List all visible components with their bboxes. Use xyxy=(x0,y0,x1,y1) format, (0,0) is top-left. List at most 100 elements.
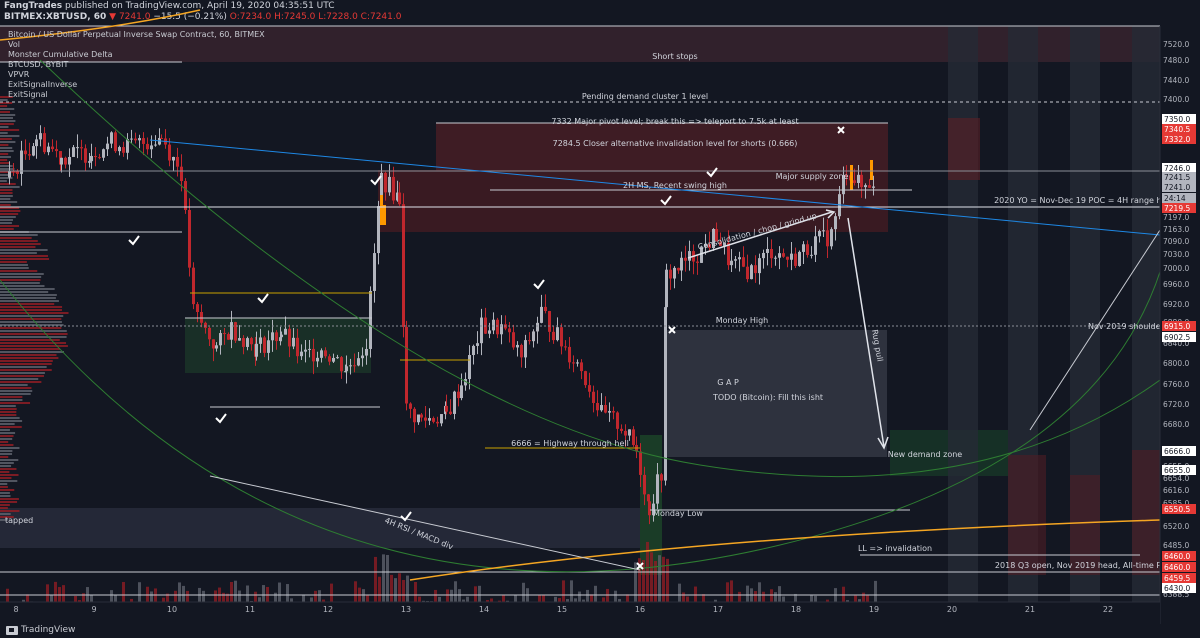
vpvr-bar xyxy=(0,252,37,254)
candle-body xyxy=(361,355,364,359)
candle-body xyxy=(80,147,83,149)
publish-info: published on TradingView.com, April 19, … xyxy=(62,1,335,11)
vpvr-bar xyxy=(0,96,13,98)
candle-body xyxy=(246,338,249,347)
price-tag-label: 7241.5 xyxy=(1164,173,1190,182)
candle-body xyxy=(296,337,299,357)
candle-body xyxy=(600,404,603,411)
candle-body xyxy=(648,501,651,516)
volume-bar xyxy=(390,574,393,620)
author-name[interactable]: FangTrades xyxy=(4,1,63,11)
candle-body xyxy=(340,357,343,372)
vpvr-bar xyxy=(0,426,22,428)
candle-body xyxy=(472,345,475,356)
candle-body xyxy=(35,139,38,147)
candle-body xyxy=(536,322,539,332)
candle-body xyxy=(669,269,672,279)
candle-body xyxy=(16,170,19,174)
candle-body xyxy=(806,244,809,255)
candle-body xyxy=(457,391,460,399)
vpvr-bar xyxy=(0,420,23,422)
vpvr-bar xyxy=(0,261,27,263)
vpvr-bar xyxy=(0,150,14,152)
candle-body xyxy=(830,229,833,247)
candle-body xyxy=(778,253,781,258)
vpvr-bar xyxy=(0,267,29,269)
check-icon xyxy=(660,195,672,206)
candle-body xyxy=(568,346,571,363)
indicator-title[interactable]: Bitcoin / US Dollar Perpetual Inverse Sw… xyxy=(8,30,265,39)
vpvr-bar xyxy=(0,183,16,185)
vpvr-bar xyxy=(0,192,13,194)
candle-body xyxy=(460,385,463,399)
candle-body xyxy=(208,327,211,340)
price-tag-label: 6550.5 xyxy=(1164,505,1190,514)
indicator-vpvr[interactable]: VPVR xyxy=(8,70,30,79)
volume-bar xyxy=(662,556,665,620)
candle-body xyxy=(853,180,856,183)
price-tag-label: 6655.0 xyxy=(1164,466,1190,475)
volume-bar xyxy=(374,556,377,620)
candle-body xyxy=(357,358,360,366)
candle-body xyxy=(32,146,35,156)
price-tag-label: 7350.0 xyxy=(1164,115,1190,124)
candle-body xyxy=(180,166,183,182)
indicator-exit-inverse[interactable]: ExitSignalInverse xyxy=(8,80,78,89)
candle-body xyxy=(47,146,50,153)
indicator-exit[interactable]: ExitSignal xyxy=(8,90,48,99)
candle-body xyxy=(409,403,412,409)
tapped-zone xyxy=(0,508,640,548)
candle-body xyxy=(556,327,559,341)
y-tick-label: 7520.0 xyxy=(1163,40,1189,49)
candle-body xyxy=(280,334,283,338)
annotation-label: Monday High xyxy=(716,316,769,325)
pivot-zone xyxy=(436,123,888,171)
candle-body xyxy=(312,348,315,362)
indicator-vol[interactable]: Vol xyxy=(8,40,20,49)
price-tag-label: 6915.0 xyxy=(1164,322,1190,331)
vpvr-bar xyxy=(0,477,12,479)
vpvr-bar xyxy=(0,120,16,122)
candle-body xyxy=(860,174,863,188)
y-tick-label: 7440.0 xyxy=(1163,76,1189,85)
candle-body xyxy=(88,161,91,163)
symbol-name[interactable]: BITMEX:XBTUSD, 60 xyxy=(4,12,107,22)
vpvr-bar xyxy=(0,300,59,302)
annotation-label: G A P xyxy=(717,378,739,387)
vpvr-bar xyxy=(0,339,60,341)
price-tag-bg xyxy=(1162,332,1196,342)
vpvr-bar xyxy=(0,396,23,398)
price-tag-bg xyxy=(1162,172,1196,182)
vpvr-bar xyxy=(0,198,11,200)
candle-body xyxy=(684,257,687,261)
vpvr-bar xyxy=(0,324,64,326)
candle-body xyxy=(380,172,383,207)
vpvr-bar xyxy=(0,255,48,257)
check-icon xyxy=(128,235,140,246)
vpvr-bar xyxy=(0,417,20,419)
candle-body xyxy=(624,430,627,436)
candle-body xyxy=(271,332,274,341)
annotation-label: New demand zone xyxy=(888,450,963,459)
x-tick-label: 19 xyxy=(869,605,879,614)
price-tag-label: 6460.0 xyxy=(1164,552,1190,561)
candle-body xyxy=(794,253,797,266)
candle-body xyxy=(417,414,420,423)
candle-body xyxy=(308,348,311,350)
price-tag-label: 6459.5 xyxy=(1164,574,1190,583)
vpvr-bar xyxy=(0,294,57,296)
candle-body xyxy=(464,379,467,386)
annotation-label: Pending demand cluster 1 level xyxy=(582,92,708,101)
vpvr-bar xyxy=(0,486,8,488)
candle-body xyxy=(798,251,801,266)
tradingview-logo[interactable]: TradingView xyxy=(6,625,75,635)
volume-bar xyxy=(634,562,637,620)
price-tag-bg xyxy=(1162,114,1196,124)
vpvr-bar xyxy=(0,240,38,242)
candle-body xyxy=(845,175,848,177)
candle-body xyxy=(234,322,237,341)
indicator-btcusd[interactable]: BTCUSD, BYBIT xyxy=(8,60,69,69)
indicator-cumdelta[interactable]: Monster Cumulative Delta xyxy=(8,50,113,59)
orange-line xyxy=(409,519,1161,581)
